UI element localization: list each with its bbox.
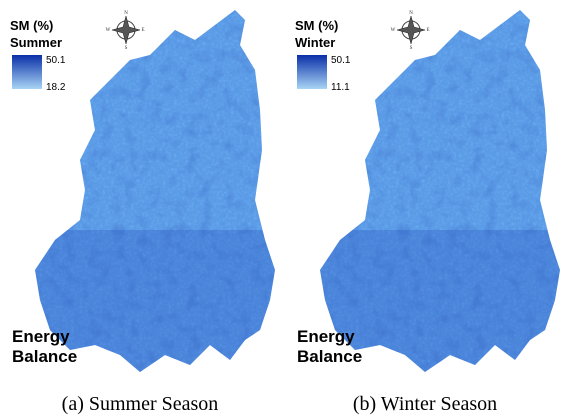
model-label: Energy [297, 327, 355, 346]
caption: (b) Winter Season [353, 393, 497, 415]
model-label: Balance [297, 347, 362, 366]
compass: N E S W [391, 11, 430, 51]
compass-label: E [426, 28, 429, 33]
compass-label: N [124, 11, 128, 16]
compass-label: S [125, 46, 128, 51]
soil-moisture-map [0, 0, 285, 380]
compass-label: W [391, 28, 396, 33]
legend-season: Summer [10, 35, 62, 50]
model-label: Balance [12, 347, 77, 366]
legend-min: 18.2 [46, 82, 66, 93]
compass-label: E [141, 28, 144, 33]
caption: (a) Summer Season [62, 393, 219, 415]
legend-season: Winter [295, 35, 335, 50]
legend-title: SM (%) [295, 18, 338, 33]
compass-label: W [106, 28, 111, 33]
compass-label: N [409, 11, 413, 16]
legend-title: SM (%) [10, 18, 53, 33]
color-ramp [297, 55, 327, 89]
color-ramp [12, 55, 42, 89]
soil-moisture-map [285, 0, 569, 380]
model-label: Energy [12, 327, 70, 346]
legend-min: 11.1 [331, 82, 350, 93]
legend-max: 50.1 [331, 55, 351, 66]
compass-label: S [410, 46, 413, 51]
legend-max: 50.1 [46, 55, 66, 66]
figure: SM (%)Summer50.118.2NESWEnergyBalance(a)… [0, 0, 569, 420]
compass: N E S W [106, 11, 145, 51]
